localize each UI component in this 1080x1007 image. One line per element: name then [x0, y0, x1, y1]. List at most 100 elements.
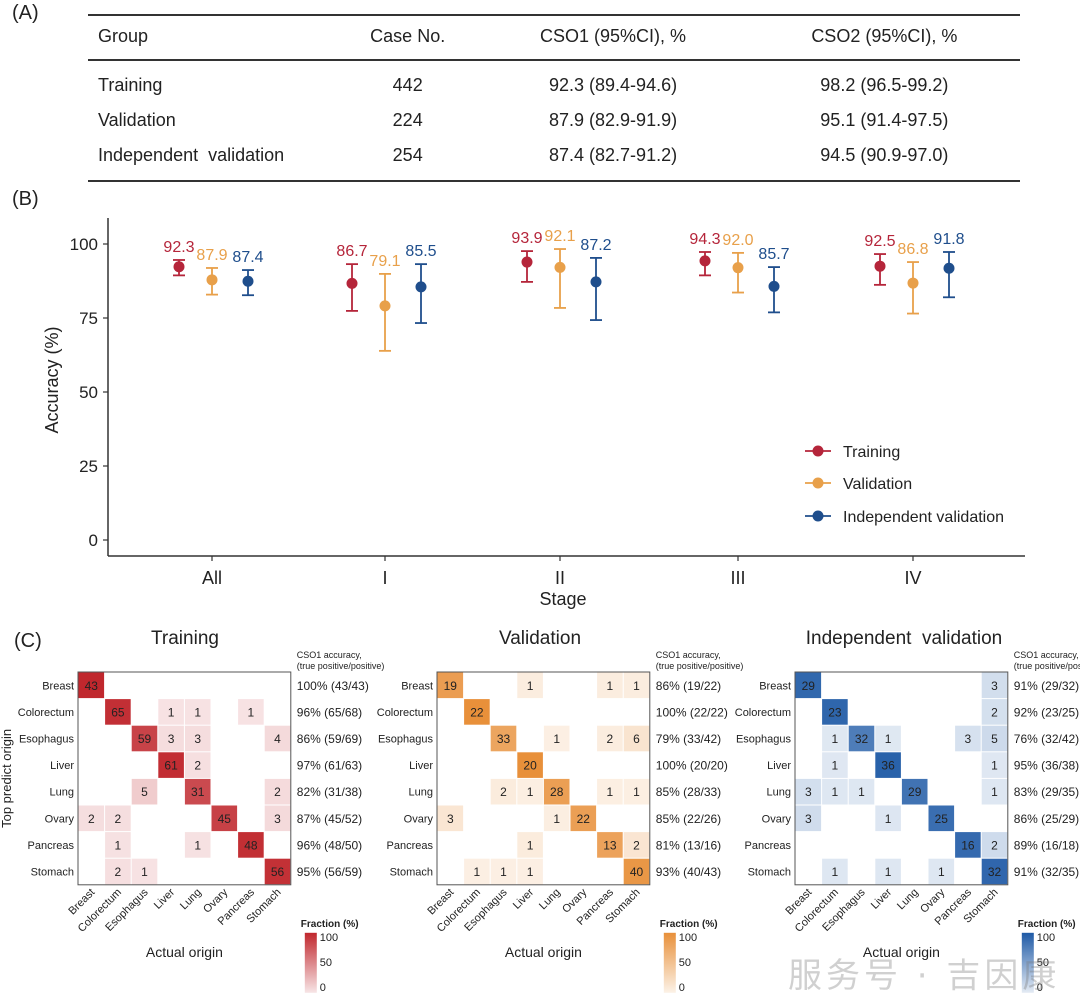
cell-value: 48	[244, 838, 258, 852]
matrix-cell	[131, 778, 158, 805]
data-point-group: 85.7	[758, 246, 790, 314]
legend-title: Fraction (%)	[301, 919, 359, 930]
row-accuracy: 95% (36/38)	[1014, 759, 1079, 773]
cell-value: 33	[497, 732, 511, 746]
matrix-cell	[981, 832, 1008, 858]
data-point	[206, 274, 218, 286]
cell-value: 16	[961, 838, 975, 852]
row-label: Colorectum	[377, 707, 433, 719]
matrix-cell	[822, 699, 848, 725]
matrix-cell	[955, 832, 981, 858]
cell-value: 31	[191, 785, 205, 799]
matrix-cell	[875, 725, 901, 752]
matrix-cell	[105, 832, 131, 858]
matrix-frame	[794, 671, 1009, 886]
matrix-cell	[623, 778, 650, 805]
row-accuracy: 86% (25/29)	[1014, 812, 1079, 826]
matrix-cell	[517, 778, 543, 805]
cell-value: 3	[194, 732, 201, 746]
matrix-cell	[490, 858, 517, 885]
x-tick-label: III	[730, 568, 745, 588]
row-label: Breast	[759, 680, 791, 692]
cell-value: 5	[141, 785, 148, 799]
legend-tick-label: 0	[320, 982, 326, 994]
row-accuracy: 100% (20/20)	[656, 759, 728, 773]
accuracy-header: CSO1 accuracy,	[297, 650, 362, 660]
cell-value: 20	[523, 759, 537, 773]
matrix-cell	[238, 832, 264, 858]
row-label: Pancreas	[387, 840, 434, 852]
cell-value: 1	[527, 865, 534, 879]
matrix-cell	[105, 805, 131, 832]
legend-tick-label: 100	[1037, 932, 1055, 944]
matrix-cell	[928, 858, 955, 885]
row-label: Ovary	[45, 813, 75, 825]
data-point	[699, 255, 711, 267]
matrix-frame	[77, 671, 292, 886]
y-axis-title: Accuracy (%)	[42, 326, 62, 433]
data-label: 92.3	[163, 239, 194, 256]
data-label: 92.5	[864, 233, 895, 250]
cell-value: 3	[168, 732, 175, 746]
matrix-cell	[184, 725, 211, 752]
panel-a-label: (A)	[12, 2, 39, 24]
legend-title: Fraction (%)	[660, 919, 718, 930]
data-point	[907, 277, 919, 289]
cell-value: 32	[855, 732, 869, 746]
col-header-case-no: Case No.	[370, 26, 446, 46]
row-accuracy: 76% (32/42)	[1014, 732, 1079, 746]
cell-value: 1	[553, 812, 560, 826]
row-accuracy: 93% (40/43)	[656, 865, 721, 879]
cell-value: 13	[603, 838, 617, 852]
matrix-frame	[436, 671, 651, 886]
matrix-cell	[543, 725, 570, 752]
matrix-cell	[184, 699, 211, 725]
cell-value: 2	[991, 838, 998, 852]
legend-tick-label: 0	[679, 982, 685, 994]
matrix-cell	[78, 805, 105, 832]
matrix-cell	[78, 672, 105, 699]
matrix-cell	[597, 832, 623, 858]
data-label: 92.1	[544, 228, 575, 245]
cell-value: 45	[218, 812, 232, 826]
matrix-title: Validation	[499, 628, 581, 649]
cell-value: 1	[607, 785, 614, 799]
x-axis-title: Actual origin	[505, 944, 582, 960]
matrix-cell	[623, 832, 650, 858]
matrix-cell	[570, 805, 597, 832]
row-accuracy: 86% (19/22)	[656, 679, 721, 693]
matrix-cell	[848, 725, 875, 752]
matrix-cell	[105, 699, 131, 725]
matrix-cell	[158, 699, 184, 725]
row-accuracy: 83% (29/35)	[1014, 785, 1079, 799]
data-point-group: 79.1	[369, 253, 401, 352]
cell-value: 5	[991, 732, 998, 746]
matrix-cell	[464, 699, 490, 725]
cell-value: 22	[577, 812, 591, 826]
table-row: Independent validation 254 87.4 (82.7-91…	[88, 138, 1020, 180]
cell-value: 1	[938, 865, 945, 879]
col-header-cso2: CSO2 (95%CI), %	[811, 26, 958, 46]
cell-value: 56	[271, 865, 285, 879]
matrix-cell	[928, 805, 955, 832]
matrix-cell	[184, 832, 211, 858]
cell-value: 4	[274, 732, 281, 746]
data-point	[874, 260, 886, 272]
data-point-group: 94.3	[689, 231, 721, 277]
legend-tick-label: 100	[320, 932, 338, 944]
cell-value: 3	[965, 732, 972, 746]
cell-cso1: 92.3 (89.4-94.6)	[549, 75, 678, 95]
data-point-group: 85.5	[405, 243, 437, 324]
matrix-cell	[597, 672, 623, 699]
table-row: Training 442 92.3 (89.4-94.6) 98.2 (96.5…	[88, 60, 1020, 103]
row-accuracy: 100% (22/22)	[656, 705, 728, 719]
legend-tick-label: 50	[679, 957, 691, 969]
cell-value: 2	[274, 785, 281, 799]
data-point	[415, 281, 427, 293]
matrix-cell	[464, 858, 490, 885]
data-point	[732, 262, 744, 274]
row-accuracy: 100% (43/43)	[297, 679, 369, 693]
row-label: Liver	[409, 760, 433, 772]
